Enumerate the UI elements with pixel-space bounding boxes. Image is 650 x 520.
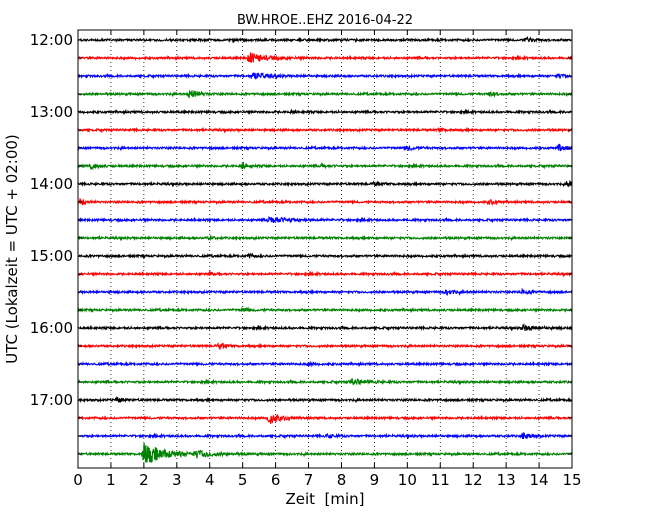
x-tick-label: 15 [562,471,581,489]
vertical-grid [110,30,540,468]
y-axis-ticks: 12:00 13:00 14:00 15:00 16:00 17:00 [30,31,572,455]
x-tick-label: 9 [370,471,380,489]
trace-line [77,270,573,278]
trace-line [77,179,573,188]
trace-line [77,322,573,332]
trace-line [77,52,573,63]
trace-line [77,341,573,350]
trace-line [77,360,573,368]
x-tick-label: 0 [73,471,83,489]
trace-line [77,89,573,99]
trace-line [77,443,573,464]
y-tick-label: 13:00 [30,103,73,121]
x-tick-label: 2 [139,471,149,489]
trace-line [77,414,573,425]
x-tick-label: 12 [464,471,483,489]
trace-line [77,35,573,44]
trace-line [77,252,573,260]
y-axis-label: UTC (Lokalzeit = UTC + 02:00) [3,134,21,364]
x-axis-label: Zeit [min] [285,490,364,508]
y-tick-label: 15:00 [30,247,73,265]
trace-line [77,72,573,80]
x-tick-label: 11 [431,471,450,489]
y-tick-label: 12:00 [30,31,73,49]
x-tick-label: 14 [530,471,549,489]
trace-line [77,197,573,207]
trace-line [77,143,573,152]
trace-line [77,234,573,242]
x-tick-label: 13 [497,471,516,489]
trace-line [77,161,573,171]
trace-line [77,431,573,440]
trace-line [77,108,573,116]
trace-line [77,378,573,386]
y-tick-label: 17:00 [30,391,73,409]
x-tick-label: 3 [172,471,182,489]
x-axis-ticks: 0 1 2 3 4 5 6 7 8 9 10 11 12 13 14 15 [73,30,582,489]
trace-line [77,287,573,296]
trace-line [77,306,573,314]
chart-title: BW.HROE..EHZ 2016-04-22 [237,13,413,28]
x-tick-label: 4 [205,471,215,489]
trace-line [77,215,573,224]
x-tick-label: 7 [304,471,314,489]
x-tick-label: 5 [238,471,248,489]
x-tick-label: 10 [398,471,417,489]
y-tick-label: 16:00 [30,319,73,337]
seismogram-traces [77,35,573,464]
trace-line [77,396,573,404]
x-tick-label: 8 [337,471,347,489]
x-tick-label: 1 [106,471,116,489]
plot-frame [77,29,573,469]
y-tick-label: 14:00 [30,175,73,193]
trace-line [77,126,573,134]
x-tick-label: 6 [271,471,281,489]
